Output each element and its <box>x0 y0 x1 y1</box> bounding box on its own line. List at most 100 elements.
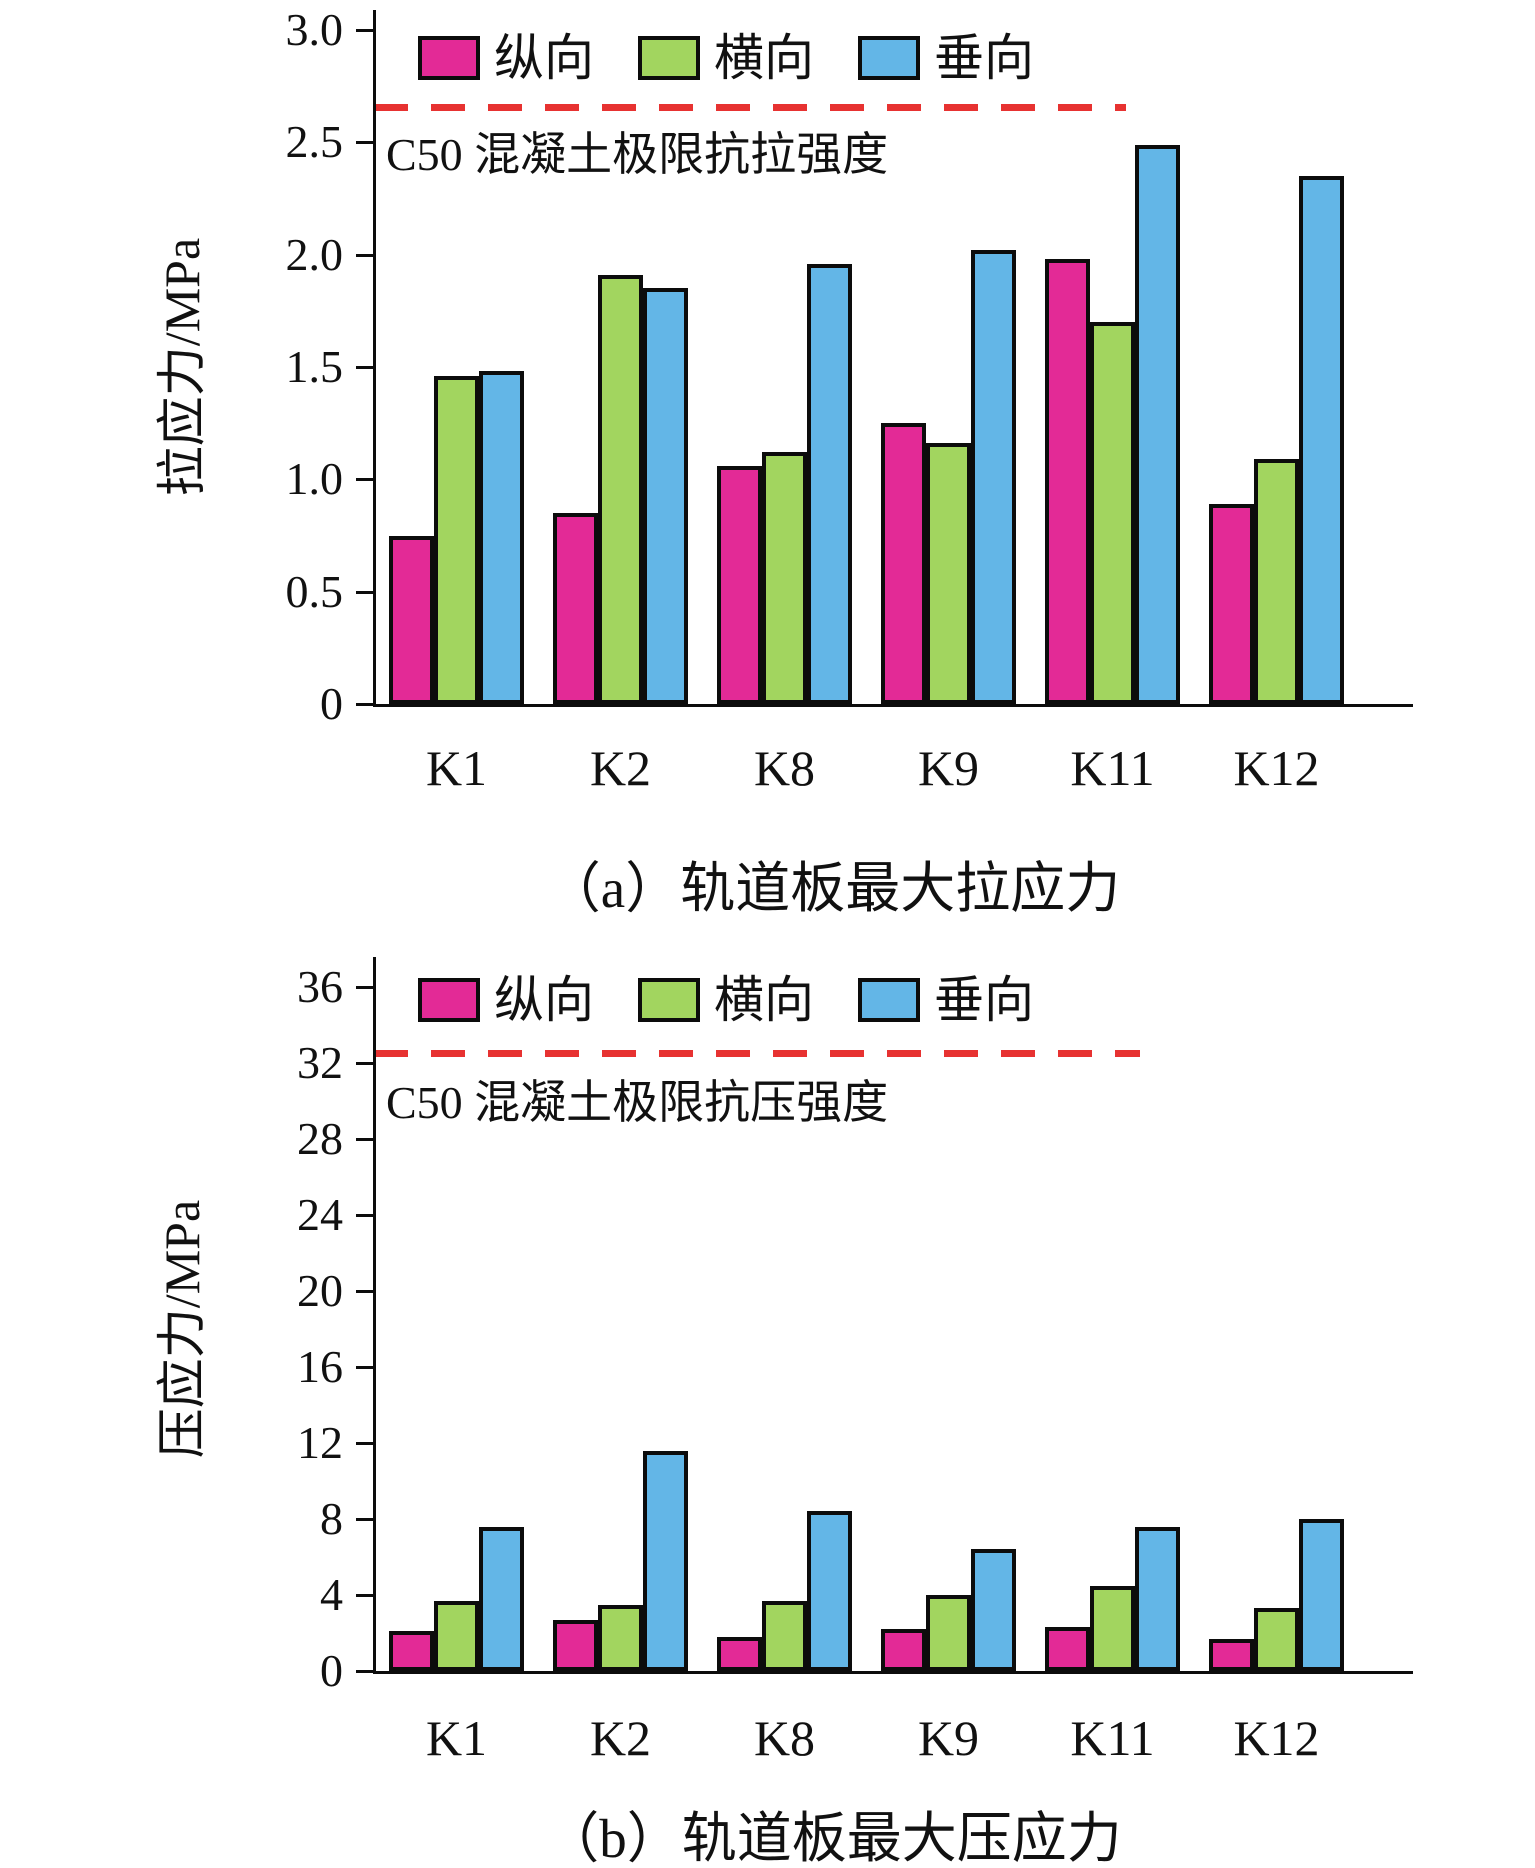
y-axis-title: 压应力/MPa <box>154 1199 210 1459</box>
legend-swatch-icon <box>638 36 700 80</box>
x-category-label: K8 <box>753 1710 816 1766</box>
bar-K9-垂向 <box>971 250 1016 704</box>
x-category-label: K1 <box>425 1710 488 1766</box>
bar-K1-垂向 <box>479 1526 524 1671</box>
x-category-label: K2 <box>589 1710 652 1766</box>
y-tick <box>356 1290 373 1293</box>
y-tick <box>356 141 373 145</box>
limit-dashed-line <box>374 104 1126 111</box>
y-tick-label: 32 <box>297 1037 343 1088</box>
y-tick <box>356 1594 373 1597</box>
bar-K1-垂向 <box>479 371 524 704</box>
bar-K11-横向 <box>1090 322 1135 704</box>
x-category-label: K11 <box>1070 740 1155 796</box>
bar-K2-纵向 <box>553 513 598 704</box>
bar-K2-垂向 <box>643 288 688 704</box>
bar-K1-纵向 <box>389 535 434 704</box>
bar-K11-纵向 <box>1045 259 1090 704</box>
legend-item: 横向 <box>638 974 814 1026</box>
y-tick <box>356 253 373 257</box>
bar-K12-垂向 <box>1299 176 1344 704</box>
bar-K2-横向 <box>598 1604 643 1671</box>
limit-dashed-line <box>374 1050 1140 1057</box>
y-tick-label: 36 <box>297 961 343 1012</box>
y-axis-line <box>373 957 376 1671</box>
limit-line-label: C50 混凝土极限抗压强度 <box>386 1077 889 1128</box>
y-tick <box>356 1670 373 1673</box>
x-category-label: K12 <box>1233 1710 1320 1766</box>
bar-K2-纵向 <box>553 1619 598 1671</box>
legend-label: 横向 <box>714 30 814 86</box>
y-tick <box>356 986 373 989</box>
y-tick-label: 28 <box>297 1113 343 1164</box>
y-tick <box>356 1366 373 1369</box>
x-category-label: K9 <box>917 1710 980 1766</box>
legend-label: 纵向 <box>494 972 594 1028</box>
y-tick-label: 1.5 <box>285 341 344 392</box>
bar-K12-横向 <box>1254 459 1299 704</box>
y-tick <box>356 703 373 706</box>
bar-K2-垂向 <box>643 1450 688 1671</box>
x-category-label: K12 <box>1233 740 1320 796</box>
y-tick-label: 8 <box>320 1493 343 1544</box>
y-tick <box>356 1062 373 1065</box>
bar-K12-垂向 <box>1299 1519 1344 1671</box>
legend-swatch-icon <box>418 978 480 1022</box>
y-tick-label: 24 <box>297 1189 343 1240</box>
bar-K8-纵向 <box>717 1636 762 1671</box>
subfigure-caption: （a）轨道板最大拉应力 <box>545 858 1121 919</box>
y-tick-label: 20 <box>297 1265 343 1316</box>
y-tick <box>356 1518 373 1521</box>
legend-label: 垂向 <box>934 30 1034 86</box>
y-tick-label: 0 <box>320 1645 343 1696</box>
bar-K12-纵向 <box>1209 504 1254 704</box>
legend: 纵向 横向 垂向 <box>418 974 1034 1026</box>
y-tick-label: 0 <box>320 678 343 729</box>
bar-K9-纵向 <box>881 423 926 704</box>
bar-K9-横向 <box>926 443 971 704</box>
y-tick <box>356 29 373 32</box>
x-axis-line <box>373 704 1413 707</box>
legend-item: 纵向 <box>418 974 594 1026</box>
legend-swatch-icon <box>638 978 700 1022</box>
y-tick <box>356 590 373 594</box>
y-tick-label: 0.5 <box>285 565 344 617</box>
bar-K8-垂向 <box>807 263 852 704</box>
y-tick <box>356 366 373 369</box>
x-category-label: K1 <box>425 740 488 796</box>
bar-K11-垂向 <box>1135 1526 1180 1671</box>
y-tick <box>356 478 373 482</box>
legend-item: 纵向 <box>418 32 594 84</box>
y-tick-label: 3.0 <box>285 4 344 55</box>
bar-K8-垂向 <box>807 1511 852 1671</box>
bar-K11-垂向 <box>1135 144 1180 704</box>
bar-K12-纵向 <box>1209 1638 1254 1671</box>
y-tick <box>356 1138 373 1141</box>
legend-label: 横向 <box>714 972 814 1028</box>
legend: 纵向 横向 垂向 <box>418 32 1034 84</box>
x-axis-line <box>373 1671 1413 1674</box>
bar-K11-纵向 <box>1045 1627 1090 1671</box>
legend-item: 垂向 <box>858 974 1034 1026</box>
y-tick-label: 4 <box>320 1569 343 1620</box>
x-category-label: K9 <box>917 740 980 796</box>
bar-K9-纵向 <box>881 1629 926 1671</box>
y-tick <box>356 1214 373 1217</box>
bar-K8-横向 <box>762 452 807 704</box>
bar-K8-横向 <box>762 1600 807 1671</box>
y-tick-label: 16 <box>297 1341 343 1392</box>
x-category-label: K2 <box>589 740 652 796</box>
subfigure-caption: （b）轨道板最大压应力 <box>544 1808 1122 1868</box>
bar-K1-横向 <box>434 375 479 704</box>
legend-label: 纵向 <box>494 30 594 86</box>
y-tick-label: 12 <box>297 1417 343 1468</box>
legend-item: 垂向 <box>858 32 1034 84</box>
bar-K12-横向 <box>1254 1608 1299 1671</box>
bar-K11-横向 <box>1090 1585 1135 1671</box>
legend-label: 垂向 <box>934 972 1034 1028</box>
y-axis-line <box>373 10 376 704</box>
legend-swatch-icon <box>858 36 920 80</box>
legend-swatch-icon <box>418 36 480 80</box>
legend-swatch-icon <box>858 978 920 1022</box>
